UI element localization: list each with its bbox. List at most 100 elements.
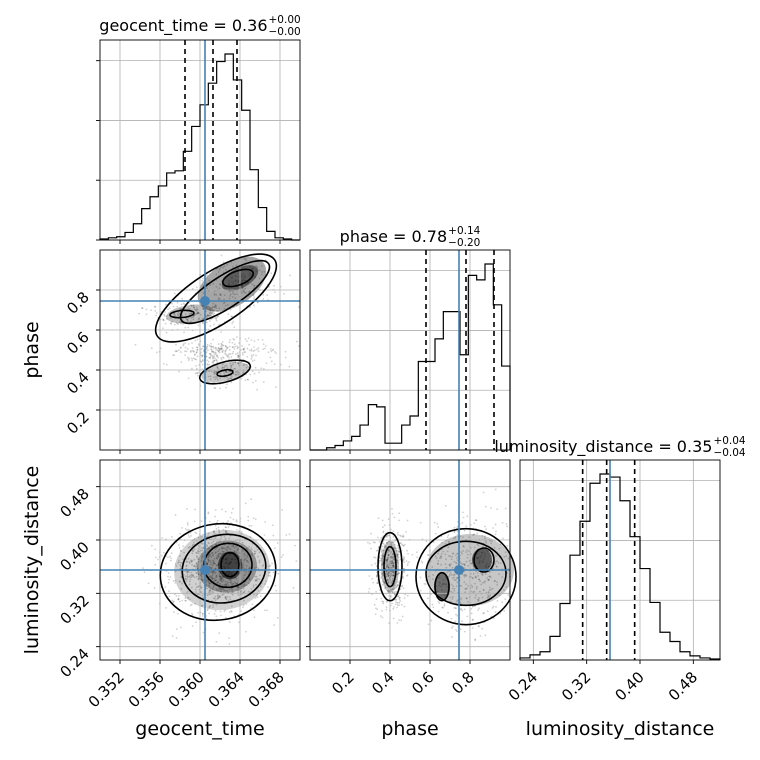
sample-point bbox=[396, 553, 399, 555]
y-tick-label: 0.40 bbox=[56, 538, 92, 574]
sample-point bbox=[434, 532, 437, 535]
sample-point bbox=[213, 562, 216, 565]
sample-point bbox=[219, 267, 221, 270]
sample-point bbox=[217, 310, 220, 313]
sample-point bbox=[419, 521, 422, 524]
sample-point bbox=[232, 337, 235, 340]
sample-point bbox=[472, 567, 475, 570]
sample-point bbox=[394, 547, 397, 550]
sample-point bbox=[214, 579, 217, 582]
sample-point bbox=[256, 596, 259, 599]
sample-point bbox=[250, 349, 253, 352]
sample-point bbox=[210, 346, 213, 349]
sample-point bbox=[241, 284, 243, 287]
sample-point bbox=[448, 575, 450, 578]
sample-point bbox=[450, 583, 453, 586]
sample-point bbox=[231, 545, 233, 548]
grid-layer bbox=[100, 40, 720, 661]
sample-point bbox=[465, 560, 468, 563]
sample-point bbox=[196, 558, 199, 561]
sample-point bbox=[439, 555, 442, 558]
sample-point bbox=[390, 570, 393, 573]
sample-point bbox=[219, 610, 222, 613]
sample-point bbox=[405, 574, 408, 577]
sample-point bbox=[199, 574, 202, 577]
sample-point bbox=[167, 572, 170, 574]
sample-point bbox=[257, 567, 260, 570]
sample-point bbox=[386, 560, 388, 562]
sample-point bbox=[221, 351, 224, 353]
sample-point bbox=[237, 373, 240, 376]
sample-point bbox=[244, 379, 247, 382]
sample-point bbox=[378, 571, 381, 574]
sample-point bbox=[236, 589, 239, 591]
title-upper-error: +0.00 bbox=[269, 14, 301, 26]
sample-point bbox=[228, 524, 231, 527]
sample-point bbox=[209, 589, 212, 592]
sample-point bbox=[252, 353, 255, 356]
sample-point bbox=[219, 293, 222, 296]
sample-point bbox=[258, 561, 261, 564]
sample-point bbox=[392, 606, 395, 608]
sample-point bbox=[395, 549, 398, 552]
sample-point bbox=[384, 546, 387, 549]
sample-point bbox=[202, 292, 205, 294]
sample-point bbox=[228, 596, 231, 598]
panel-frame bbox=[99, 249, 301, 451]
sample-point bbox=[242, 567, 245, 570]
sample-point bbox=[481, 627, 484, 630]
sample-point bbox=[234, 373, 237, 376]
sample-point bbox=[292, 586, 295, 589]
sample-point bbox=[212, 376, 215, 379]
sample-point bbox=[237, 594, 240, 597]
sample-point bbox=[396, 555, 399, 558]
sample-point bbox=[227, 520, 230, 522]
sample-point bbox=[467, 600, 470, 603]
sample-point bbox=[465, 597, 468, 600]
contour-outer bbox=[159, 522, 277, 622]
x-tick-label: 0.8 bbox=[448, 668, 478, 698]
sample-point bbox=[496, 560, 498, 563]
sample-point bbox=[222, 588, 225, 591]
sample-point bbox=[206, 563, 209, 566]
sample-point bbox=[386, 558, 389, 561]
sample-point bbox=[256, 593, 259, 596]
sample-point bbox=[491, 606, 494, 609]
sample-point bbox=[387, 581, 390, 584]
x-tick-label: 0.40 bbox=[611, 668, 647, 704]
sample-point bbox=[240, 279, 243, 282]
sample-point bbox=[212, 571, 215, 574]
sample-point bbox=[477, 624, 480, 627]
sample-point bbox=[187, 557, 190, 560]
sample-point bbox=[403, 571, 405, 574]
sample-point bbox=[212, 338, 214, 341]
sample-point bbox=[192, 350, 195, 353]
sample-point bbox=[208, 363, 211, 366]
sample-point bbox=[231, 583, 233, 586]
sample-point bbox=[235, 519, 238, 522]
sample-point bbox=[367, 541, 369, 544]
sample-point bbox=[225, 550, 228, 552]
sample-point bbox=[237, 591, 239, 594]
sample-point bbox=[425, 540, 428, 543]
sample-point bbox=[398, 550, 400, 553]
sample-point bbox=[216, 576, 218, 578]
sample-point bbox=[134, 343, 137, 346]
sample-point bbox=[490, 542, 493, 545]
sample-point bbox=[271, 349, 274, 352]
sample-point bbox=[269, 575, 272, 577]
sample-point bbox=[268, 571, 270, 574]
sample-point bbox=[219, 596, 221, 599]
sample-point bbox=[188, 536, 191, 538]
sample-point bbox=[376, 536, 379, 539]
sample-point bbox=[215, 579, 218, 582]
sample-point bbox=[455, 607, 457, 610]
sample-point bbox=[214, 595, 217, 598]
sample-point bbox=[226, 546, 229, 549]
sample-point bbox=[223, 307, 226, 310]
sample-point bbox=[210, 348, 212, 351]
sample-point bbox=[238, 355, 240, 358]
sample-point bbox=[213, 355, 216, 358]
sample-point bbox=[187, 547, 190, 549]
sample-point bbox=[455, 577, 458, 580]
